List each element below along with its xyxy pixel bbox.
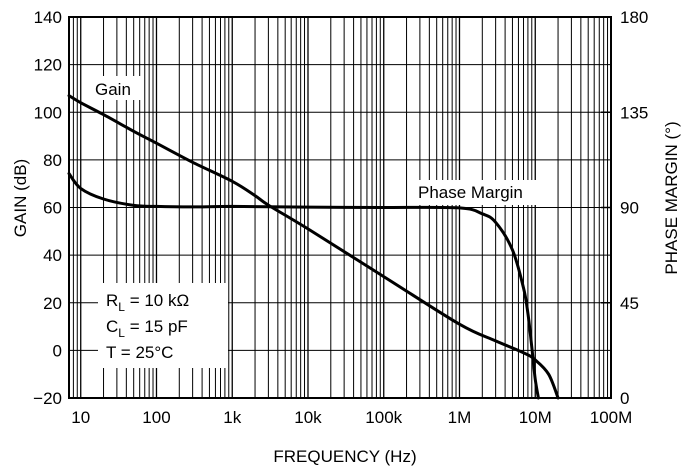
left-tick-label: 0 xyxy=(53,341,62,360)
curves xyxy=(67,94,560,400)
phase-margin-label: Phase Margin xyxy=(418,183,523,202)
left-axis-title: GAIN (dB) xyxy=(11,159,30,237)
right-tick-label: 45 xyxy=(620,294,639,313)
load-capacitance-label: CL = 15 pF xyxy=(106,317,188,340)
x-tick-label: 100k xyxy=(365,408,402,427)
right-tick-label: 135 xyxy=(620,103,648,122)
x-tick-label: 1k xyxy=(223,408,241,427)
left-tick-label: 20 xyxy=(43,294,62,313)
x-tick-labels: 10 100 1k 10k 100k 1M 10M 100M xyxy=(71,408,632,427)
left-tick-label: 120 xyxy=(34,56,62,75)
right-tick-label: 90 xyxy=(620,199,639,218)
left-tick-label: 60 xyxy=(43,199,62,218)
right-tick-label: 180 xyxy=(620,8,648,27)
load-resistance-label: RL = 10 kΩ xyxy=(106,291,189,314)
right-tick-label: 0 xyxy=(620,389,629,408)
gain-label-bg xyxy=(90,76,144,100)
left-tick-label: −20 xyxy=(33,389,62,408)
gain-label: Gain xyxy=(95,80,131,99)
x-tick-label: 100M xyxy=(590,408,633,427)
plot-frame xyxy=(68,16,612,399)
right-axis-title: PHASE MARGIN (°) xyxy=(662,121,681,274)
phase-label-bg xyxy=(412,180,554,205)
temperature-label: T = 25°C xyxy=(106,343,173,362)
phase-margin-curve xyxy=(67,172,540,400)
x-tick-label: 10M xyxy=(519,408,552,427)
x-tick-label: 100 xyxy=(142,408,170,427)
x-tick-label: 1M xyxy=(448,408,472,427)
annotations: Gain Phase Margin RL = 10 kΩ CL = 15 pF T = … xyxy=(95,80,523,362)
left-tick-label: 100 xyxy=(34,103,62,122)
left-tick-label: 80 xyxy=(43,151,62,170)
x-tick-label: 10k xyxy=(294,408,322,427)
conditions-box-bg xyxy=(98,283,228,368)
right-tick-labels: 0 45 90 135 180 xyxy=(620,8,648,408)
annotation-backgrounds xyxy=(90,76,554,368)
x-axis-title: FREQUENCY (Hz) xyxy=(273,447,416,466)
left-tick-label: 40 xyxy=(43,246,62,265)
x-tick-label: 10 xyxy=(71,408,90,427)
left-tick-label: 140 xyxy=(34,8,62,27)
left-tick-labels: −20 0 20 40 60 80 100 120 140 xyxy=(33,8,62,408)
